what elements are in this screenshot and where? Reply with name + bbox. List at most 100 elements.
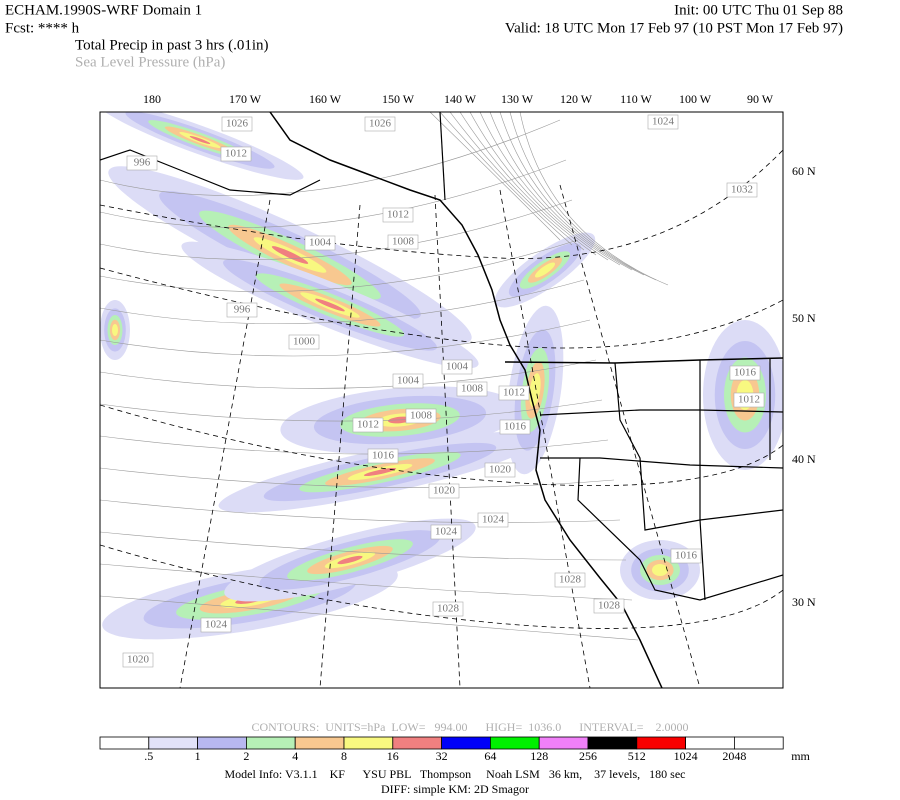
- colorbar-swatch: [441, 736, 491, 750]
- contour-info: CONTOURS: UNITS=hPa LOW= 994.00 HIGH= 10…: [252, 720, 689, 734]
- isobar: [469, 112, 609, 261]
- latitude-line: [100, 267, 783, 349]
- isobar-label-box: [430, 524, 462, 540]
- isobar-label-box: [288, 334, 320, 350]
- isobar-label: 1020: [127, 654, 150, 666]
- isobar: [489, 112, 633, 271]
- isobar-label-box: [484, 462, 516, 478]
- isobar-label-box: [200, 617, 232, 633]
- isobar: [100, 499, 621, 523]
- isobar-label: 1032: [731, 184, 753, 196]
- isobar-label-box: [226, 302, 258, 318]
- colorbar-label: 64: [484, 749, 496, 763]
- isobar: [100, 159, 567, 228]
- isobar-label: 1004: [397, 375, 420, 387]
- colorbar-label: 32: [436, 749, 448, 763]
- longitude-label: 150 W: [382, 92, 415, 106]
- precip-area: [315, 298, 345, 312]
- precip-area: [534, 262, 556, 278]
- map-layers: 1026 1026 1024 1012 996 1032 1012 1004 1008 996 10…: [100, 112, 783, 688]
- isobar-label-box: [405, 408, 437, 424]
- longitude-label: 110 W: [620, 92, 652, 106]
- isobar-label: 1012: [503, 387, 525, 399]
- isobar-label: 1012: [387, 209, 409, 221]
- isobar: [100, 239, 579, 292]
- isobar-label-box: [432, 601, 464, 617]
- isobar-label: 1016: [372, 450, 395, 462]
- isobar-label-box: [729, 365, 761, 381]
- latitude-line: [100, 404, 783, 486]
- isobar: [100, 563, 633, 601]
- forecast-hour: Fcst: **** h: [5, 20, 80, 36]
- isobar: [100, 119, 561, 196]
- isobar-label-box: [441, 359, 473, 375]
- isobar-label: 1028: [598, 600, 621, 612]
- colorbar-label: 16: [387, 749, 399, 763]
- isobar: [100, 435, 609, 455]
- colorbar-swatch: [245, 736, 296, 750]
- isobar-label-box: [593, 598, 625, 614]
- isobar: [459, 112, 597, 256]
- isobar-label-box: [221, 116, 253, 132]
- precip-area: [189, 136, 211, 144]
- border: [439, 112, 446, 201]
- isobar-label-box: [477, 512, 509, 528]
- border: [539, 409, 783, 416]
- border: [504, 357, 783, 364]
- colorbar-label: 256: [579, 749, 597, 763]
- isobar: [499, 112, 645, 276]
- colorbar-label: 512: [628, 749, 646, 763]
- precip-area: [112, 324, 118, 336]
- colorbar-label: 8: [341, 749, 347, 763]
- isobar: [100, 279, 585, 325]
- isobar: [100, 531, 627, 561]
- isobar-label-box: [126, 155, 158, 171]
- isobar-label: 1012: [225, 148, 247, 160]
- colorbar: .5 1 2 4 8 16 32 64 128 256 512 1024 2048 mm: [99, 736, 811, 763]
- colorbar-label: 1: [195, 749, 201, 763]
- precip-area: [652, 564, 668, 576]
- border: [699, 360, 706, 601]
- isobar: [100, 199, 573, 260]
- isobar-label-box: [352, 417, 384, 433]
- colorbar-swatch: [343, 736, 394, 750]
- isobar-label-box: [498, 385, 530, 401]
- isobar-label: 1026: [369, 118, 392, 130]
- isobar-label-box: [220, 146, 252, 162]
- colorbar-swatch: [734, 736, 784, 750]
- longitude-line: [179, 199, 271, 688]
- isobar: [479, 112, 621, 266]
- isobar: [519, 112, 669, 286]
- isobar-label: 1016: [675, 550, 698, 562]
- isobar-label-box: [387, 234, 419, 250]
- isobar-label-box: [647, 114, 679, 130]
- colorbar-swatch: [99, 736, 150, 750]
- isobar-label: 996: [134, 157, 151, 169]
- precip-area: [363, 467, 397, 477]
- colorbar-swatch: [538, 736, 589, 750]
- isobar-label: 1008: [461, 383, 484, 395]
- isobar-label: 1020: [433, 485, 456, 497]
- border: [540, 457, 783, 469]
- isobar-label-box: [304, 235, 336, 251]
- border: [577, 457, 783, 601]
- isobar-label: 1012: [357, 419, 379, 431]
- latitude-label: 50 N: [792, 311, 816, 325]
- precip-area: [337, 555, 363, 565]
- longitude-line: [434, 194, 461, 688]
- longitude-label: 180: [143, 92, 161, 106]
- colorbar-label: 4: [292, 749, 298, 763]
- latitude-label: 60 N: [792, 164, 816, 178]
- contour-field-name: Sea Level Pressure (hPa): [75, 54, 225, 70]
- colorbar-label: 2: [243, 749, 249, 763]
- isobar-label-box: [122, 652, 154, 668]
- isobar-label: 1016: [504, 421, 527, 433]
- model-info: Model Info: V3.1.1 KF YSU PBL Thompson N…: [225, 767, 686, 781]
- colorbar-unit: mm: [791, 749, 810, 763]
- latitude-line: [100, 544, 783, 629]
- valid-time: Valid: 18 UTC Mon 17 Feb 97 (10 PST Mon …: [505, 20, 843, 36]
- isobar-label-box: [364, 116, 396, 132]
- longitude-label: 140 W: [444, 92, 477, 106]
- isobar-label-box: [428, 483, 460, 499]
